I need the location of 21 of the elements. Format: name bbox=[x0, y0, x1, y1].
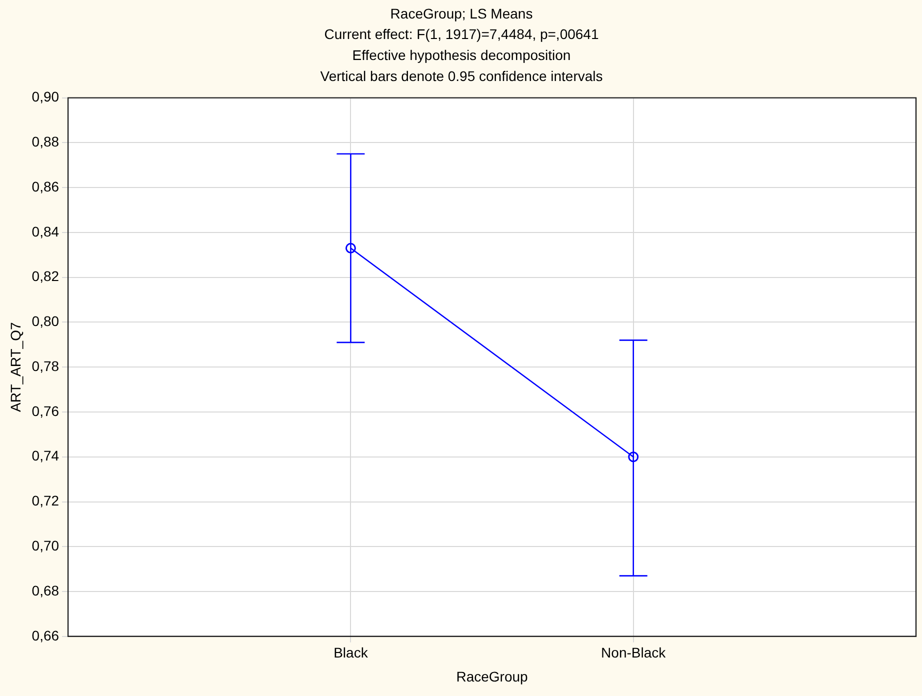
chart-title: RaceGroup; LS Means bbox=[390, 5, 533, 22]
x-tick-label: Black bbox=[334, 644, 369, 661]
y-tick-label: 0,80 bbox=[32, 313, 60, 330]
y-tick-label: 0,68 bbox=[32, 582, 60, 598]
y-tick-label: 0,90 bbox=[32, 88, 60, 105]
y-tick-label: 0,66 bbox=[32, 627, 60, 644]
y-tick-label: 0,88 bbox=[32, 134, 60, 150]
y-tick-label: 0,72 bbox=[32, 492, 60, 509]
y-tick-label: 0,74 bbox=[32, 448, 60, 464]
x-axis-title: RaceGroup bbox=[456, 668, 528, 684]
y-axis-title: ART_ART_Q7 bbox=[7, 322, 24, 412]
y-tick-label: 0,86 bbox=[32, 178, 60, 194]
y-tick-label: 0,84 bbox=[32, 223, 60, 240]
y-tick-label: 0,82 bbox=[32, 268, 60, 284]
y-tick-label: 0,78 bbox=[32, 358, 60, 374]
y-tick-label: 0,70 bbox=[32, 537, 60, 554]
text: Vertical bars denote 0.95 confidence intervals bbox=[320, 68, 603, 84]
chart-subtitle: Current effect: F(1, 1917)=7,4484, p=,00641 bbox=[324, 26, 599, 42]
text: Effective hypothesis decomposition bbox=[352, 47, 571, 64]
x-tick-label: Non-Black bbox=[601, 644, 667, 661]
y-tick-label: 0,76 bbox=[32, 402, 60, 419]
